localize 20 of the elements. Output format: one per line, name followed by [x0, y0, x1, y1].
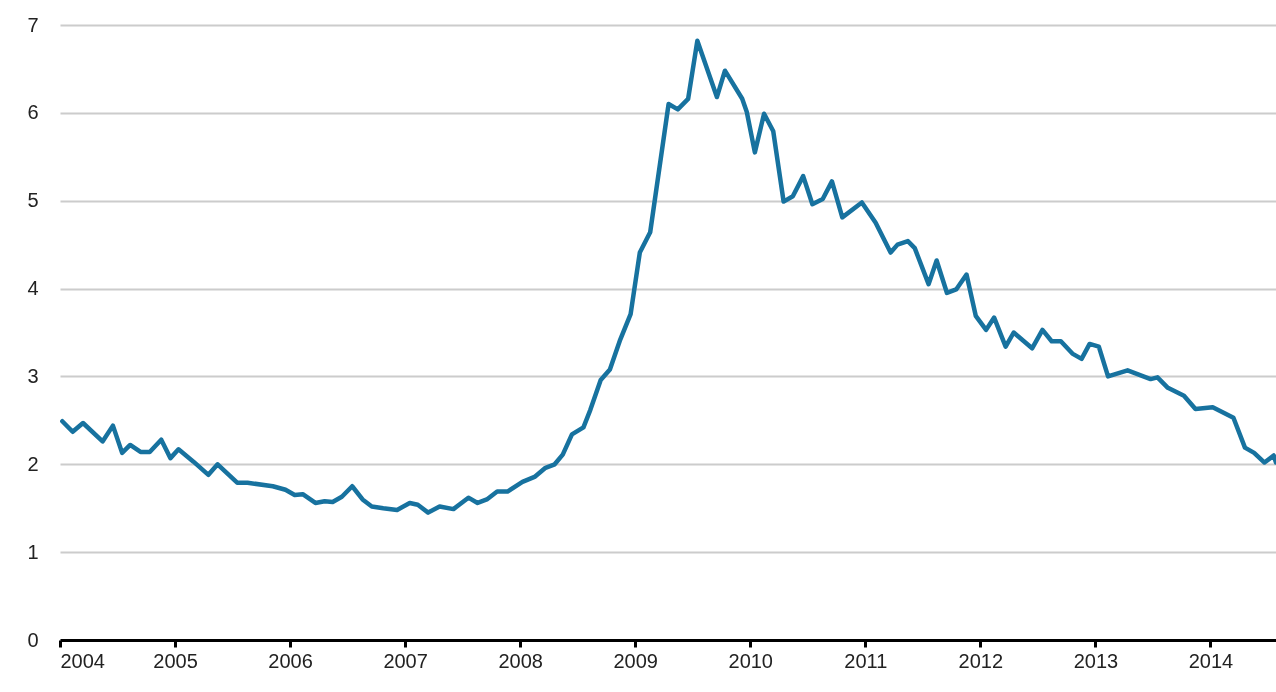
y-tick-label: 0 — [27, 628, 39, 651]
y-tick-label: 2 — [27, 452, 39, 475]
y-tick-label: 7 — [27, 13, 39, 36]
x-tick-label: 2006 — [268, 649, 313, 672]
y-tick-label: 1 — [27, 540, 39, 563]
x-tick-label: 2011 — [844, 649, 888, 672]
y-tick-label: 4 — [27, 277, 39, 300]
line-series — [60, 38, 1276, 515]
y-tick-label: 5 — [27, 189, 39, 212]
x-tick-label: 2004 — [60, 649, 105, 672]
x-tick-label: 2005 — [153, 649, 198, 672]
x-tick-label: 2009 — [613, 649, 658, 672]
x-tick-label: 2008 — [498, 649, 543, 672]
y-tick-label: 6 — [27, 101, 39, 124]
x-tick-label: 2014 — [1188, 649, 1234, 672]
x-tick-label: 2012 — [958, 649, 1004, 672]
x-tick-label: 2013 — [1073, 649, 1119, 672]
x-tick-label: 2010 — [728, 649, 774, 672]
x-tick-label: 2007 — [383, 649, 428, 672]
y-tick-label: 3 — [27, 364, 39, 387]
